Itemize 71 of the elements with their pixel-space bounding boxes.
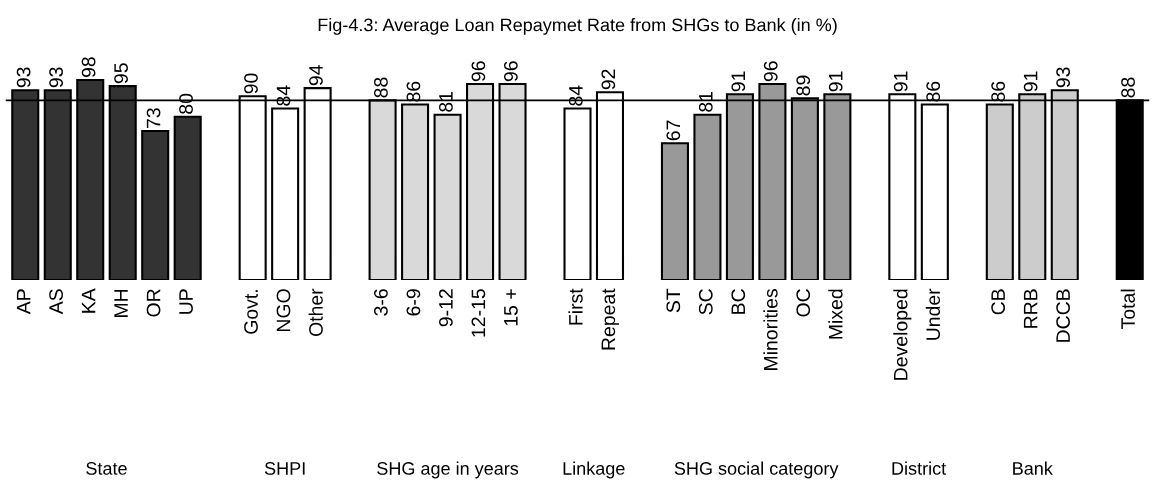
- bar: [271, 107, 300, 280]
- data-label: 84: [276, 85, 291, 106]
- data-label: 90: [244, 73, 258, 94]
- chart-title: Fig-4.3: Average Loan Repaymet Rate from SHGs to Bank (in %): [318, 18, 837, 35]
- data-label: 89: [796, 75, 811, 96]
- data-label: 92: [601, 69, 616, 90]
- text: Linkage: [563, 461, 625, 479]
- data-label: 91: [731, 71, 746, 92]
- x-tick-label: First: [568, 288, 583, 325]
- x-tick-label: OR: [146, 289, 161, 317]
- data-label: 81: [439, 91, 453, 112]
- data-label: 96: [503, 61, 518, 82]
- bar: [173, 115, 202, 280]
- data-label: 91: [893, 71, 908, 92]
- bar: [401, 103, 430, 280]
- data-label: 93: [16, 67, 31, 88]
- x-tick-label: MH: [114, 289, 128, 317]
- bar: [660, 142, 689, 280]
- bar: [563, 107, 592, 280]
- x-tick-label: Under: [925, 288, 941, 340]
- x-tick-label: 15 +: [504, 289, 518, 326]
- text: SHPI: [264, 462, 305, 475]
- x-tick-label: ST: [666, 288, 681, 313]
- data-label: 73: [146, 108, 161, 128]
- data-label: 91: [828, 71, 843, 92]
- x-tick-label: Mixed: [828, 289, 843, 339]
- x-tick-label: Repeat: [601, 288, 620, 350]
- data-label: 88: [1121, 77, 1135, 98]
- x-tick-label: Minorities: [763, 289, 778, 370]
- x-tick-label: 9-12: [439, 289, 453, 327]
- data-label: 95: [114, 63, 128, 84]
- bar: [920, 103, 949, 280]
- text: State: [86, 462, 127, 475]
- data-label: 80: [179, 93, 193, 114]
- data-label: 96: [471, 61, 486, 82]
- bar: [693, 113, 722, 280]
- x-tick-label: DCCB: [1056, 289, 1070, 342]
- x-tick-label: Other: [308, 288, 323, 337]
- data-label: 96: [763, 61, 778, 82]
- x-tick-label: 6-9: [406, 289, 421, 316]
- x-tick-label: 12-15: [471, 289, 486, 337]
- x-tick-label: Total: [1120, 289, 1135, 329]
- data-label: 91: [1023, 71, 1038, 92]
- text: SHG social category: [674, 461, 839, 479]
- x-tick-label: SC: [698, 289, 713, 315]
- x-tick-label: AP: [16, 289, 31, 315]
- x-tick-label: OC: [796, 289, 811, 317]
- data-label: 67: [666, 120, 681, 141]
- bar: [433, 113, 462, 280]
- bar: [985, 103, 1014, 280]
- text: SHG age in years: [377, 461, 519, 479]
- data-label: 98: [81, 57, 96, 78]
- x-tick-label: Govt.: [244, 290, 258, 334]
- x-tick-label: AS: [49, 289, 63, 315]
- data-label: 94: [309, 65, 323, 86]
- bar: [141, 129, 170, 280]
- x-tick-label: RRB: [1023, 289, 1038, 328]
- x-tick-label: NGO: [276, 289, 291, 332]
- data-label: 84: [568, 85, 583, 106]
- text: Bank: [1013, 461, 1053, 475]
- text: District: [892, 461, 947, 475]
- x-tick-label: 3-6: [374, 289, 388, 316]
- x-tick-label: KA: [81, 288, 96, 313]
- x-tick-label: CB: [991, 289, 1006, 315]
- x-tick-label: BC: [731, 289, 746, 314]
- x-tick-label: UP: [179, 289, 193, 314]
- data-label: 88: [374, 77, 388, 98]
- data-label: 81: [698, 91, 713, 112]
- x-tick-label: Developed: [893, 289, 912, 380]
- data-label: 93: [49, 67, 63, 88]
- data-label: 93: [1056, 67, 1070, 88]
